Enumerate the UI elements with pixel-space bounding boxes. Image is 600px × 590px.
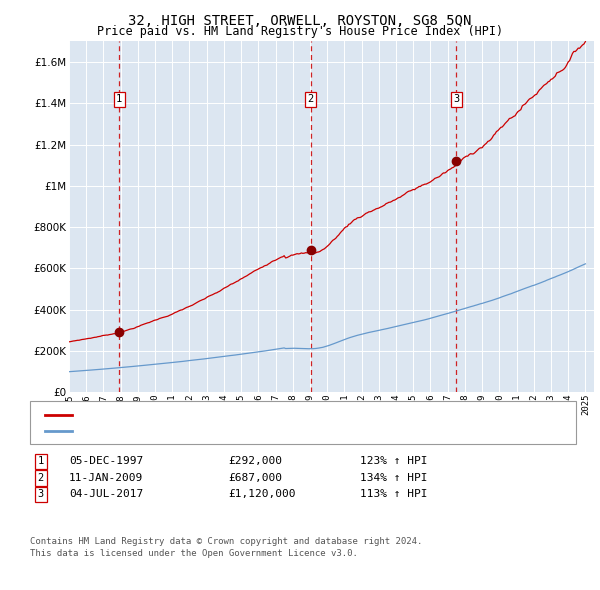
Text: Contains HM Land Registry data © Crown copyright and database right 2024.: Contains HM Land Registry data © Crown c… — [30, 537, 422, 546]
Text: 134% ↑ HPI: 134% ↑ HPI — [360, 473, 427, 483]
Text: 2: 2 — [307, 94, 314, 104]
Text: 2: 2 — [38, 473, 44, 483]
Text: 1: 1 — [38, 457, 44, 466]
Text: Price paid vs. HM Land Registry's House Price Index (HPI): Price paid vs. HM Land Registry's House … — [97, 25, 503, 38]
Text: £687,000: £687,000 — [228, 473, 282, 483]
Text: 113% ↑ HPI: 113% ↑ HPI — [360, 490, 427, 499]
Text: 05-DEC-1997: 05-DEC-1997 — [69, 457, 143, 466]
Text: 04-JUL-2017: 04-JUL-2017 — [69, 490, 143, 499]
Text: 32, HIGH STREET, ORWELL, ROYSTON, SG8 5QN (detached house): 32, HIGH STREET, ORWELL, ROYSTON, SG8 5Q… — [77, 410, 425, 419]
Text: 123% ↑ HPI: 123% ↑ HPI — [360, 457, 427, 466]
Text: 1: 1 — [116, 94, 122, 104]
Text: 32, HIGH STREET, ORWELL, ROYSTON, SG8 5QN: 32, HIGH STREET, ORWELL, ROYSTON, SG8 5Q… — [128, 14, 472, 28]
Text: HPI: Average price, detached house, South Cambridgeshire: HPI: Average price, detached house, Sout… — [77, 426, 413, 435]
Text: 3: 3 — [38, 490, 44, 499]
Text: 3: 3 — [453, 94, 460, 104]
Text: 11-JAN-2009: 11-JAN-2009 — [69, 473, 143, 483]
Text: £292,000: £292,000 — [228, 457, 282, 466]
Text: This data is licensed under the Open Government Licence v3.0.: This data is licensed under the Open Gov… — [30, 549, 358, 558]
Text: £1,120,000: £1,120,000 — [228, 490, 296, 499]
